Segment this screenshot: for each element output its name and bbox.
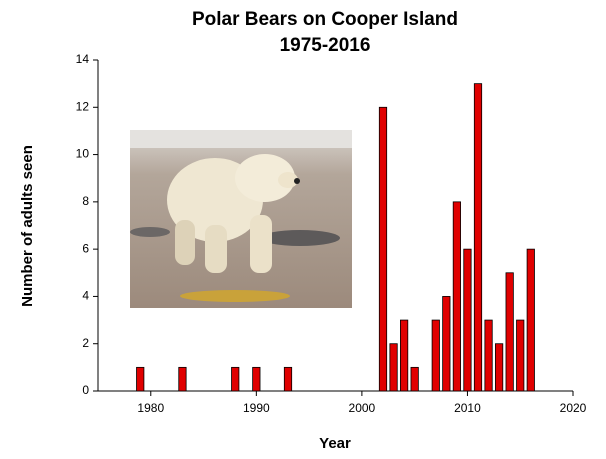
y-tick-label: 12 xyxy=(76,99,90,113)
bar xyxy=(473,83,483,392)
bar xyxy=(378,106,388,392)
x-tick-label: 2000 xyxy=(349,401,376,415)
x-tick-label: 2020 xyxy=(560,401,587,415)
y-axis-label: Number of adults seen xyxy=(19,145,36,307)
bar xyxy=(231,366,240,392)
bar xyxy=(463,248,472,392)
bar xyxy=(442,296,451,392)
y-tick-label: 0 xyxy=(82,383,89,397)
bar xyxy=(484,319,493,392)
bar xyxy=(389,343,398,392)
y-tick-label: 10 xyxy=(76,147,90,161)
y-tick-label: 8 xyxy=(82,194,89,208)
bar xyxy=(495,343,504,392)
y-tick-label: 2 xyxy=(82,336,89,350)
photo xyxy=(130,130,352,308)
bar xyxy=(136,366,145,392)
x-tick-label: 2010 xyxy=(454,401,481,415)
chart-title: Polar Bears on Cooper Island xyxy=(192,9,458,30)
bar xyxy=(410,366,419,392)
bar xyxy=(452,201,461,392)
x-tick-label: 1980 xyxy=(137,401,164,415)
bar xyxy=(178,366,187,392)
chart-subtitle: 1975-2016 xyxy=(280,35,371,56)
y-tick-label: 14 xyxy=(76,52,90,66)
bar xyxy=(431,319,440,392)
x-axis-label: Year xyxy=(319,435,351,452)
bar xyxy=(516,319,525,392)
x-tick-label: 1990 xyxy=(243,401,270,415)
bar xyxy=(252,366,261,392)
bar xyxy=(283,366,293,392)
y-tick-label: 6 xyxy=(82,241,89,255)
bar xyxy=(400,319,409,392)
bar xyxy=(526,248,535,392)
bar xyxy=(505,272,514,392)
y-tick-label: 4 xyxy=(82,289,89,303)
